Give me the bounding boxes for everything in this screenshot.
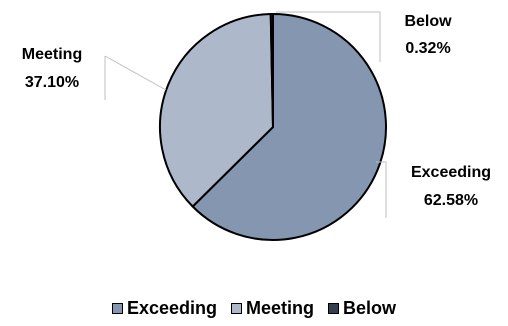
data-label-meeting-name: Meeting	[22, 46, 82, 63]
legend-item-exceeding: Exceeding	[111, 298, 217, 319]
legend-item-below: Below	[328, 298, 396, 319]
legend-label-below: Below	[343, 298, 397, 318]
leader-line-exceeding	[376, 161, 387, 218]
data-label-exceeding-value: 62.58%	[424, 192, 478, 209]
pie-slices	[159, 12, 387, 241]
leader-lines	[104, 11, 387, 218]
leader-line-meeting	[104, 55, 167, 100]
leader-line-below	[276, 11, 381, 62]
pie-slice-exceeding	[191, 13, 387, 241]
data-label-below-value: 0.32%	[405, 40, 450, 57]
legend-swatch-meeting	[231, 303, 242, 314]
legend: Exceeding Meeting Below	[0, 298, 508, 319]
pie-slice-meeting	[159, 13, 274, 208]
data-label-meeting-value: 37.10%	[25, 74, 79, 91]
data-labels: Below 0.32% Meeting 37.10% Exceeding 62.…	[22, 13, 491, 209]
legend-label-exceeding: Exceeding	[126, 298, 217, 318]
data-label-below-name: Below	[404, 13, 452, 30]
legend-swatch-below	[328, 303, 340, 314]
pie-slice-below	[269, 12, 274, 128]
legend-item-meeting: Meeting	[231, 298, 314, 319]
legend-swatch-exceeding	[111, 303, 123, 314]
legend-label-meeting: Meeting	[246, 298, 315, 318]
data-label-exceeding-name: Exceeding	[411, 164, 491, 181]
